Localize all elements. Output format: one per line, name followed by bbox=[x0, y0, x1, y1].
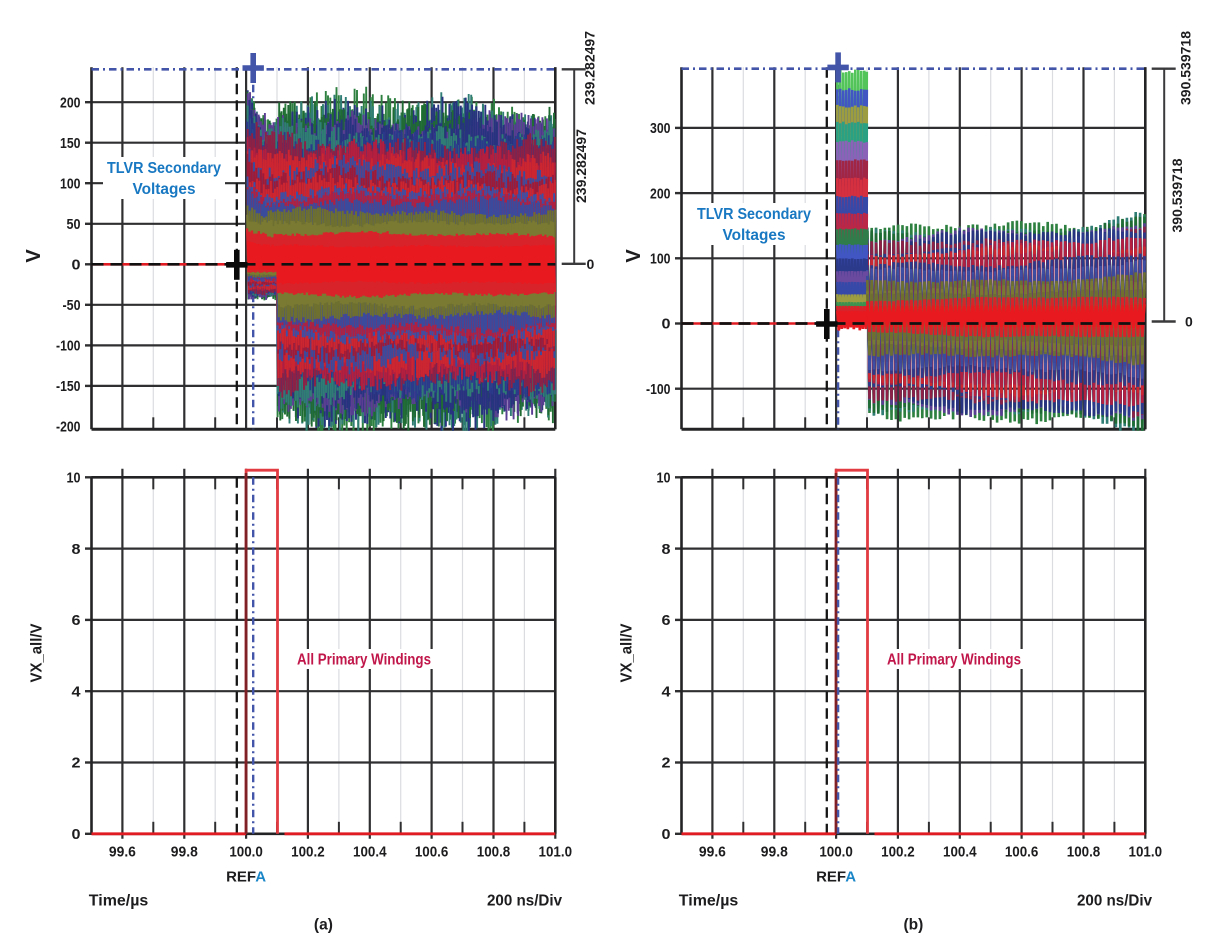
svg-text:200 ns/Div: 200 ns/Div bbox=[1077, 893, 1152, 910]
svg-text:-100: -100 bbox=[56, 338, 81, 355]
svg-text:300: 300 bbox=[650, 120, 671, 137]
svg-text:-50: -50 bbox=[63, 297, 81, 314]
svg-text:390.539718: 390.539718 bbox=[1169, 158, 1185, 232]
svg-text:VX_all/V: VX_all/V bbox=[29, 623, 46, 683]
svg-text:(b): (b) bbox=[904, 917, 924, 934]
svg-text:390.539718: 390.539718 bbox=[1178, 31, 1194, 105]
svg-text:6: 6 bbox=[72, 612, 81, 629]
svg-text:200: 200 bbox=[60, 94, 81, 111]
svg-text:100: 100 bbox=[60, 175, 81, 192]
svg-text:8: 8 bbox=[72, 541, 81, 558]
svg-text:10: 10 bbox=[657, 470, 671, 487]
svg-text:8: 8 bbox=[662, 541, 671, 558]
svg-text:200 ns/Div: 200 ns/Div bbox=[487, 893, 562, 910]
svg-text:REFA: REFA bbox=[226, 869, 266, 886]
svg-text:All Primary Windings: All Primary Windings bbox=[297, 652, 431, 669]
svg-text:4: 4 bbox=[72, 683, 82, 700]
svg-text:All Primary Windings: All Primary Windings bbox=[887, 652, 1021, 669]
svg-text:100.6: 100.6 bbox=[415, 844, 449, 861]
svg-text:100: 100 bbox=[650, 251, 671, 268]
svg-text:(a): (a) bbox=[314, 917, 333, 934]
svg-text:V: V bbox=[23, 249, 45, 263]
svg-text:VX_all/V: VX_all/V bbox=[619, 623, 636, 683]
svg-text:TLVR Secondary: TLVR Secondary bbox=[107, 160, 221, 177]
svg-text:0: 0 bbox=[587, 256, 595, 272]
svg-text:0: 0 bbox=[662, 826, 671, 843]
svg-text:100.2: 100.2 bbox=[881, 844, 915, 861]
svg-text:100.4: 100.4 bbox=[943, 844, 977, 861]
svg-text:239.282497: 239.282497 bbox=[573, 129, 589, 203]
svg-text:Time/µs: Time/µs bbox=[89, 893, 149, 910]
svg-text:-100: -100 bbox=[646, 381, 671, 398]
svg-text:101.0: 101.0 bbox=[539, 844, 573, 861]
svg-text:99.6: 99.6 bbox=[699, 844, 726, 861]
svg-text:Voltages: Voltages bbox=[133, 181, 196, 198]
svg-text:100.8: 100.8 bbox=[1067, 844, 1101, 861]
svg-text:10: 10 bbox=[67, 470, 81, 487]
svg-text:0: 0 bbox=[662, 316, 671, 333]
svg-text:-150: -150 bbox=[56, 378, 81, 395]
svg-text:Voltages: Voltages bbox=[723, 227, 786, 244]
svg-text:100.8: 100.8 bbox=[477, 844, 511, 861]
svg-text:TLVR Secondary: TLVR Secondary bbox=[697, 206, 811, 223]
svg-text:V: V bbox=[623, 249, 645, 263]
svg-text:6: 6 bbox=[662, 612, 671, 629]
svg-text:100.4: 100.4 bbox=[353, 844, 387, 861]
svg-text:0: 0 bbox=[1185, 314, 1193, 330]
svg-text:2: 2 bbox=[662, 755, 671, 772]
svg-text:4: 4 bbox=[662, 683, 672, 700]
svg-text:200: 200 bbox=[650, 185, 671, 202]
svg-text:2: 2 bbox=[72, 755, 81, 772]
svg-text:99.8: 99.8 bbox=[171, 844, 198, 861]
svg-text:99.8: 99.8 bbox=[761, 844, 788, 861]
svg-text:100.6: 100.6 bbox=[1005, 844, 1039, 861]
svg-text:150: 150 bbox=[60, 135, 81, 152]
svg-text:Time/µs: Time/µs bbox=[679, 893, 739, 910]
svg-text:101.0: 101.0 bbox=[1129, 844, 1163, 861]
svg-text:REFA: REFA bbox=[816, 869, 856, 886]
svg-text:0: 0 bbox=[72, 826, 81, 843]
svg-text:50: 50 bbox=[67, 216, 81, 233]
svg-text:-200: -200 bbox=[56, 419, 81, 436]
svg-text:100.2: 100.2 bbox=[291, 844, 325, 861]
svg-text:100.0: 100.0 bbox=[819, 844, 853, 861]
svg-text:99.6: 99.6 bbox=[109, 844, 136, 861]
svg-text:0: 0 bbox=[72, 257, 81, 274]
svg-text:100.0: 100.0 bbox=[229, 844, 263, 861]
svg-text:239.282497: 239.282497 bbox=[582, 31, 598, 105]
